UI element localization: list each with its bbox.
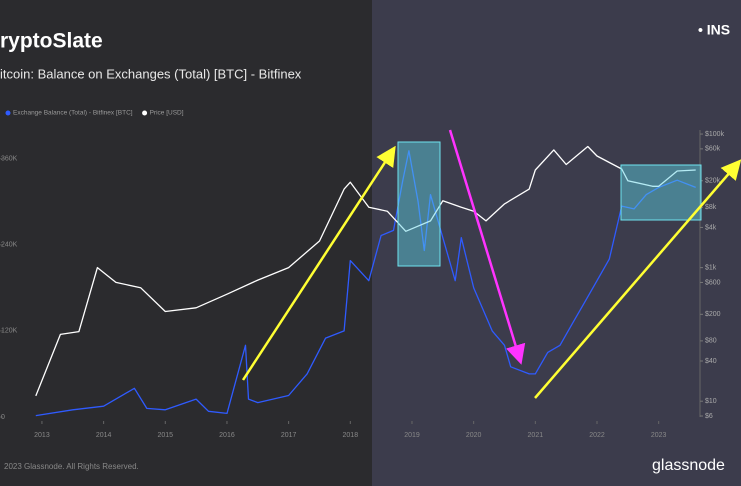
x-tick-label: 2019 xyxy=(404,432,420,439)
x-tick-label: 2017 xyxy=(281,432,297,439)
y2-tick-label: $60k xyxy=(705,146,721,153)
y2-tick-label: $1k xyxy=(705,264,717,271)
legend-marker xyxy=(142,110,148,116)
arrow xyxy=(534,159,741,399)
y2-tick-label: $8k xyxy=(705,204,717,211)
legend-label: Price [USD] xyxy=(150,110,184,117)
legend-marker xyxy=(5,110,11,116)
series-line xyxy=(35,150,696,417)
y2-tick-label: $40 xyxy=(705,358,717,365)
legend-label: Exchange Balance (Total) - Bitfinex [BTC… xyxy=(13,110,133,117)
plot: 0 120K 240K 360K $6 $10 $40 $80 $200 $600 $1k $4k $8… xyxy=(0,110,725,439)
y-tick-label: 0 xyxy=(1,414,5,421)
arrow xyxy=(448,129,526,365)
x-tick-label: 2023 xyxy=(651,432,667,439)
x-tick-label: 2016 xyxy=(219,432,235,439)
series-line xyxy=(35,145,696,397)
x-tick-label: 2018 xyxy=(343,432,359,439)
highlight-box xyxy=(620,164,702,221)
y2-tick-label: $100k xyxy=(705,131,725,138)
logo: glassnode xyxy=(652,457,725,474)
y2-tick-label: $10 xyxy=(705,398,717,405)
y2-tick-label: $4k xyxy=(705,224,717,231)
y2-tick-label: $80 xyxy=(705,338,717,345)
y2-tick-label: $20k xyxy=(705,178,721,185)
x-tick-label: 2020 xyxy=(466,432,482,439)
y2-tick-label: $600 xyxy=(705,279,721,286)
x-tick-label: 2013 xyxy=(34,432,50,439)
y2-tick-label: $200 xyxy=(705,311,721,318)
arrow xyxy=(241,145,396,381)
y-tick-label: 240K xyxy=(1,242,18,249)
chart-title: itcoin: Balance on Exchanges (Total) [BT… xyxy=(0,66,302,81)
x-tick-label: 2021 xyxy=(528,432,544,439)
x-tick-label: 2022 xyxy=(589,432,605,439)
x-tick-label: 2015 xyxy=(157,432,173,439)
brand: ryptoSlate xyxy=(0,30,103,53)
highlight-box xyxy=(397,141,441,267)
annotations xyxy=(241,129,741,399)
corner-label: • INS xyxy=(698,22,730,38)
x-tick-label: 2014 xyxy=(96,432,112,439)
y-tick-label: 120K xyxy=(1,328,18,335)
footer: 2023 Glassnode. All Rights Reserved. xyxy=(4,462,139,471)
highlight-panel xyxy=(372,0,741,486)
y2-tick-label: $6 xyxy=(705,413,713,420)
y-tick-label: 360K xyxy=(1,156,18,163)
